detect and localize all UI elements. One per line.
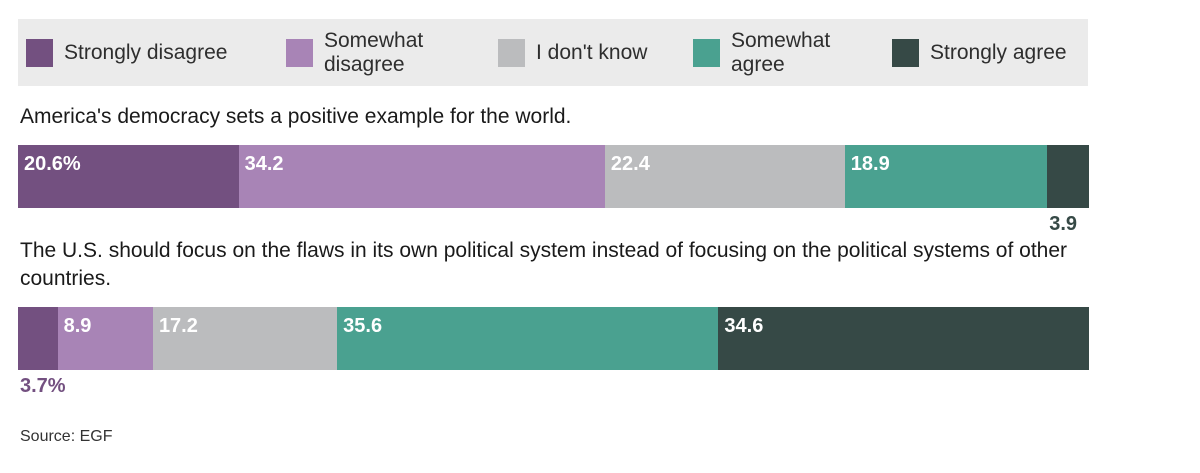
legend-swatch-dont-know: [498, 38, 525, 67]
data-label-strongly-agree-q1: 3.9: [1049, 213, 1078, 235]
bar-segment-strongly-disagree-q1: 20.6%: [18, 145, 239, 208]
data-label-strongly-disagree-q1: 20.6%: [24, 153, 81, 175]
data-label-somewhat-agree-q2: 35.6: [343, 315, 383, 337]
legend-swatch-somewhat-disagree: [286, 38, 313, 67]
legend-item-somewhat-agree: Somewhat agree: [693, 19, 830, 86]
legend-label-somewhat-disagree: Somewhat disagree: [324, 28, 424, 76]
bar-segment-somewhat-agree-q2: 35.6: [337, 307, 719, 370]
data-label-dont-know-q1: 22.4: [610, 153, 650, 175]
bar-segment-strongly-disagree-q2: [18, 307, 58, 370]
data-label-strongly-disagree-q2: 3.7%: [20, 375, 66, 397]
data-label-somewhat-agree-q1: 18.9: [850, 153, 890, 175]
legend-swatch-strongly-agree: [892, 38, 919, 67]
legend-label-dont-know: I don't know: [536, 40, 648, 64]
bar-segment-dont-know-q1: 22.4: [604, 145, 845, 208]
bar-segment-strongly-agree-q1: [1047, 145, 1089, 208]
stacked-bar-question-2: 3.7% 8.9 17.2 35.6 34.6: [18, 307, 1089, 397]
bar-segment-somewhat-disagree-q1: 34.2: [238, 145, 605, 208]
bar-segment-somewhat-agree-q1: 18.9: [844, 145, 1048, 208]
legend-swatch-strongly-disagree: [26, 38, 53, 67]
source-note: Source: EGF: [20, 428, 113, 445]
legend: Strongly disagree Somewhat disagree I do…: [18, 19, 1088, 86]
legend-swatch-somewhat-agree: [693, 38, 720, 67]
legend-item-strongly-agree: Strongly agree: [892, 19, 1067, 86]
legend-item-strongly-disagree: Strongly disagree: [26, 19, 227, 86]
legend-label-somewhat-agree: Somewhat agree: [731, 28, 831, 76]
question-1-text: America's democracy sets a positive exam…: [20, 105, 572, 128]
bar-segment-strongly-agree-q2: 34.6: [718, 307, 1089, 370]
legend-item-dont-know: I don't know: [498, 19, 647, 86]
question-2-text: The U.S. should focus on the flaws in it…: [20, 239, 1068, 290]
data-label-strongly-agree-q2: 34.6: [724, 315, 764, 337]
stacked-bar-question-1: 20.6% 34.2 22.4 18.9 3.9: [18, 145, 1089, 235]
bar-segment-somewhat-disagree-q2: 8.9: [57, 307, 153, 370]
legend-item-somewhat-disagree: Somewhat disagree: [286, 19, 423, 86]
data-label-somewhat-disagree-q1: 34.2: [244, 153, 284, 175]
legend-label-strongly-agree: Strongly agree: [930, 40, 1067, 64]
bar-segment-dont-know-q2: 17.2: [152, 307, 338, 370]
data-label-dont-know-q2: 17.2: [158, 315, 198, 337]
legend-label-strongly-disagree: Strongly disagree: [64, 40, 228, 64]
data-label-somewhat-disagree-q2: 8.9: [63, 315, 92, 337]
